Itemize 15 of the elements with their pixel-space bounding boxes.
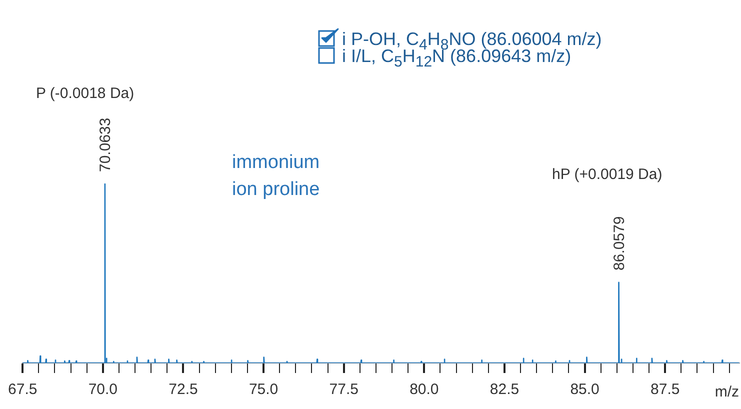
x-axis-title: m/z xyxy=(714,384,739,401)
x-tick-label: 77.5 xyxy=(329,381,358,398)
x-tick-label: 72.5 xyxy=(168,381,198,398)
x-tick-label: 85.0 xyxy=(570,381,600,398)
x-tick-label: 82.5 xyxy=(490,381,520,398)
x-tick-label: 67.5 xyxy=(8,381,38,398)
x-tick-label: 87.5 xyxy=(650,381,680,398)
text: P (-0.0018 Da) xyxy=(36,84,134,104)
x-tick-label: 75.0 xyxy=(248,381,278,398)
annotation: 86.0579 xyxy=(610,216,628,270)
text: hP (+0.0019 Da) xyxy=(552,165,662,185)
annotation: immonium ion proline xyxy=(232,151,320,202)
x-tick-label: 70.0 xyxy=(88,381,118,398)
annotation: 70.0633 xyxy=(96,118,114,172)
x-tick-label: 80.0 xyxy=(410,381,439,398)
